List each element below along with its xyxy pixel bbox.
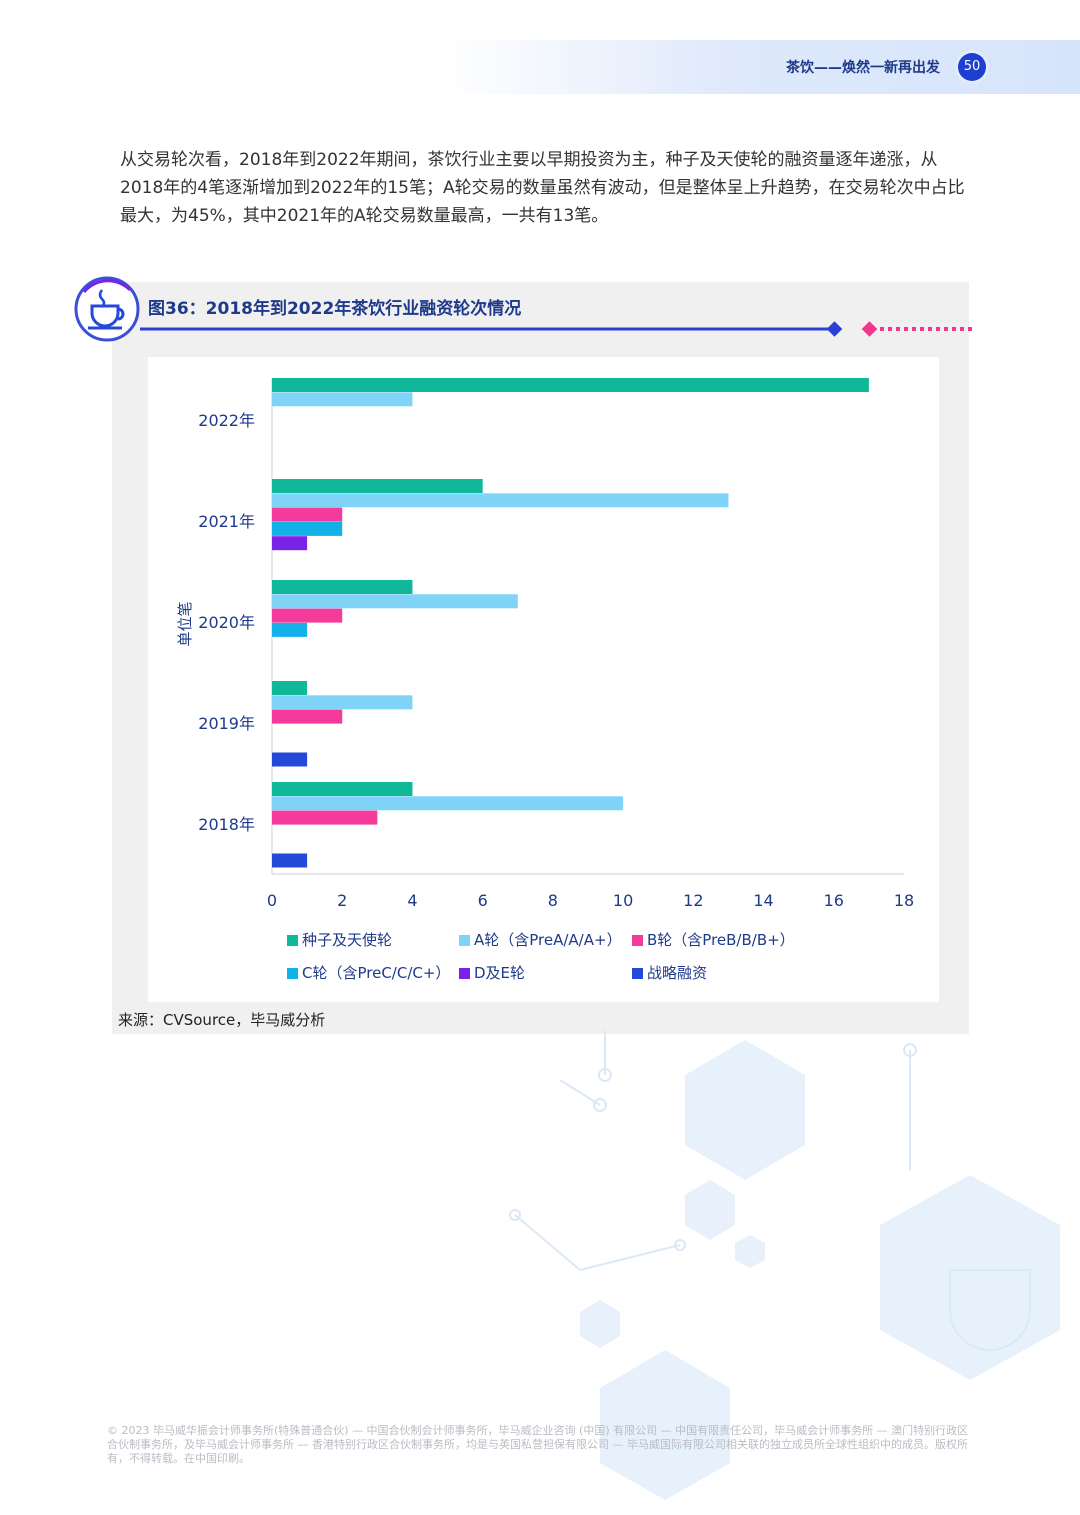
bar-2019年-0 <box>272 681 308 695</box>
bar-2021年-3 <box>272 521 343 536</box>
bar-2020年-1 <box>272 594 518 609</box>
legend-swatch <box>287 935 298 946</box>
header-title: 茶饮——焕然一新再出发 <box>786 60 940 76</box>
bar-2020年-3 <box>272 622 308 637</box>
legend-label: C轮（含PreC/C/C+） <box>302 964 451 982</box>
bar-2018年-5 <box>272 853 308 868</box>
legend-label: D及E轮 <box>474 964 526 982</box>
y-tick-label: 2022年 <box>198 411 255 430</box>
bar-2022年-0 <box>272 378 869 392</box>
legend-swatch <box>632 968 643 979</box>
decorative-hexagon-graphic <box>509 1030 1060 1500</box>
y-tick-label: 2021年 <box>198 512 255 531</box>
bar-2018年-0 <box>272 782 413 796</box>
x-tick-label: 12 <box>683 891 703 910</box>
tea-cup-icon <box>74 276 140 342</box>
bar-2020年-0 <box>272 580 413 594</box>
plot-area <box>148 357 939 1002</box>
legend-swatch <box>287 968 298 979</box>
x-tick-label: 10 <box>613 891 633 910</box>
legend-item: 种子及天使轮 <box>287 929 392 950</box>
bar-2022年-1 <box>272 392 413 407</box>
bar-2021年-1 <box>272 493 729 508</box>
legend-item: D及E轮 <box>459 962 525 983</box>
x-tick-label: 2 <box>337 891 347 910</box>
y-axis-label: 单位笔 <box>176 601 194 646</box>
y-tick-label: 2018年 <box>198 815 255 834</box>
bar-2019年-2 <box>272 709 343 724</box>
figure-source: 来源：CVSource，毕马威分析 <box>118 1011 326 1029</box>
y-tick-label: 2019年 <box>198 714 255 733</box>
bar-2021年-4 <box>272 536 308 551</box>
bar-2019年-1 <box>272 695 413 710</box>
x-tick-label: 14 <box>753 891 773 910</box>
legend-label: A轮（含PreA/A/A+） <box>474 931 622 949</box>
bar-2020年-2 <box>272 608 343 623</box>
bar-2021年-2 <box>272 507 343 522</box>
x-tick-label: 18 <box>894 891 914 910</box>
legend-swatch <box>459 968 470 979</box>
x-tick-label: 4 <box>407 891 417 910</box>
legend-label: 战略融资 <box>647 964 708 982</box>
legend-item: C轮（含PreC/C/C+） <box>287 962 450 983</box>
intro-paragraph: 从交易轮次看，2018年到2022年期间，茶饮行业主要以早期投资为主，种子及天使… <box>120 150 965 226</box>
legend-swatch <box>459 935 470 946</box>
legend-item: A轮（含PreA/A/A+） <box>459 929 622 950</box>
page-number-badge: 50 <box>958 53 986 81</box>
bar-2021年-0 <box>272 479 483 493</box>
bar-2018年-2 <box>272 810 378 825</box>
x-tick-label: 16 <box>824 891 844 910</box>
x-tick-label: 0 <box>267 891 277 910</box>
x-tick-label: 6 <box>478 891 488 910</box>
bar-2018年-1 <box>272 796 624 811</box>
legend-item: B轮（含PreB/B/B+） <box>632 929 795 950</box>
y-tick-label: 2020年 <box>198 613 255 632</box>
legend-label: B轮（含PreB/B/B+） <box>647 931 795 949</box>
legend-label: 种子及天使轮 <box>302 931 393 949</box>
legend-item: 战略融资 <box>632 962 707 983</box>
x-tick-label: 8 <box>548 891 558 910</box>
legend-swatch <box>632 935 643 946</box>
footer-copyright: © 2023 毕马威华振会计师事务所(特殊普通合伙) — 中国合伙制会计师事务所… <box>107 1424 969 1465</box>
title-underline <box>140 321 972 337</box>
bar-2019年-5 <box>272 752 308 767</box>
figure-title: 图36：2018年到2022年茶饮行业融资轮次情况 <box>148 299 522 319</box>
